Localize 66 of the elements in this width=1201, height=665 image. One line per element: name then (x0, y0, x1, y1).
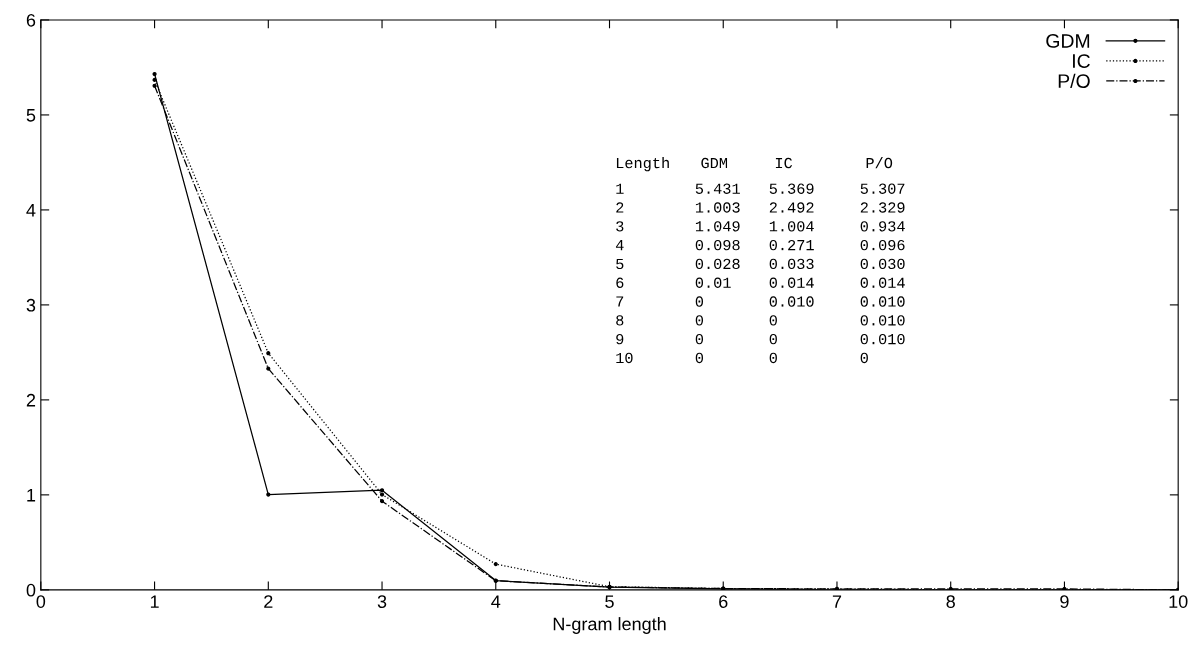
x-tick-label: 7 (832, 595, 842, 608)
annotation: 0.010 (860, 333, 905, 345)
annotation: 0.010 (860, 296, 905, 307)
annotation: 0 (695, 352, 704, 364)
annotation: 0 (860, 352, 868, 364)
annotation: 0 (769, 333, 777, 345)
annotation: Length (616, 157, 669, 172)
x-tick-label: 1 (150, 595, 159, 608)
y-tick-label: 0 (26, 583, 36, 597)
annotation: 0.010 (769, 296, 814, 307)
legend-label: P/O (1058, 73, 1090, 88)
annotation: 1.049 (695, 221, 740, 232)
y-tick-label: 1 (27, 488, 36, 502)
annotation: 0.01 (695, 277, 731, 288)
annotation: 0.028 (695, 258, 740, 270)
x-tick-label: 4 (491, 595, 501, 608)
annotation: 2 (616, 202, 624, 213)
annotation: 2.329 (860, 202, 905, 213)
annotation: 0.014 (769, 277, 814, 288)
annotation: 1 (616, 183, 624, 194)
y-tick-label: 6 (26, 13, 36, 27)
legend-label: IC (1073, 54, 1090, 68)
annotation: 5.431 (695, 183, 740, 194)
annotation: 6 (616, 277, 624, 288)
annotation: 0.934 (860, 221, 905, 232)
annotation: 0.033 (769, 258, 814, 270)
x-tick-label: 0 (36, 595, 46, 608)
annotation: 4 (615, 240, 624, 251)
annotation: 5.369 (769, 183, 814, 194)
annotation: 0.010 (860, 315, 905, 326)
y-tick-label: 3 (26, 298, 36, 312)
annotation: 8 (616, 315, 624, 326)
annotation: 5.307 (860, 183, 905, 194)
annotation: 5 (616, 258, 624, 270)
annotation: 0 (695, 333, 704, 345)
annotation: 0 (769, 315, 777, 326)
x-tick-label: 2 (264, 595, 273, 608)
annotation: 0.014 (860, 277, 905, 288)
legend-label: GDM (1046, 34, 1090, 48)
annotation: 0 (695, 315, 704, 326)
annotation: 1.004 (769, 221, 814, 232)
x-tick-label: 10 (1169, 595, 1188, 608)
text: GDM (701, 157, 728, 169)
x-tick-label: 8 (946, 595, 955, 608)
annotation: 0 (695, 296, 704, 307)
annotation: 0.271 (769, 239, 814, 251)
annotation: 0 (769, 352, 777, 364)
annotation: 1.003 (695, 202, 740, 213)
x-axis-title: N-gram length (553, 617, 666, 634)
x-tick-label: 5 (605, 595, 614, 608)
annotation: 0.096 (860, 239, 905, 251)
text: IC (775, 157, 793, 169)
annotation: 10 (616, 352, 633, 364)
annotation: 2.492 (769, 202, 814, 213)
x-tick-label: 3 (377, 595, 387, 608)
y-tick-label: 4 (26, 204, 36, 217)
x-tick-label: 9 (1060, 595, 1069, 608)
annotation: 0.030 (860, 258, 905, 270)
annotation: 0.098 (695, 239, 740, 251)
text: P/O (866, 157, 893, 169)
y-tick-label: 2 (26, 393, 36, 407)
annotation: 3 (616, 221, 624, 232)
y-tick-label: 5 (26, 109, 36, 122)
annotation: 7 (616, 296, 624, 307)
x-tick-label: 6 (719, 595, 728, 608)
annotation: 9 (616, 333, 624, 345)
